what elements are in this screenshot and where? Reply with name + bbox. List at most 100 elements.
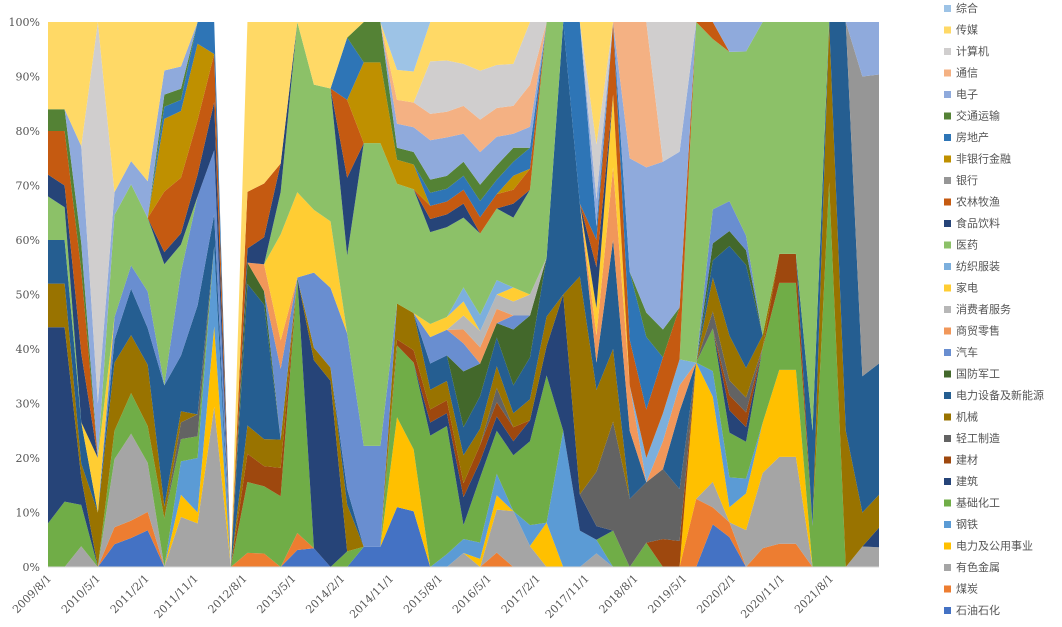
area-layers — [48, 22, 879, 568]
legend-label: 机械 — [956, 410, 978, 424]
legend-label: 交通运输 — [956, 109, 1000, 123]
legend-swatch — [944, 69, 951, 77]
area-series-13 — [48, 22, 879, 567]
legend-label: 计算机 — [956, 44, 989, 58]
area-series-7 — [48, 182, 879, 568]
legend: 综合传媒计算机通信电子交通运输房地产非银行金融银行农林牧渔食品饮料医药纺织服装家… — [944, 1, 1044, 617]
legend-swatch — [944, 112, 951, 120]
legend-swatch — [944, 413, 951, 421]
y-tick-label: 70% — [16, 180, 40, 193]
x-tick-label: 2021/8/1 — [792, 572, 836, 616]
legend-label: 国防军工 — [956, 367, 1000, 381]
legend-swatch — [944, 370, 951, 378]
x-tick-label: 2017/2/1 — [499, 572, 543, 616]
legend-label: 房地产 — [956, 130, 989, 144]
legend-swatch — [944, 241, 951, 249]
x-tick-label: 2011/11/1 — [152, 572, 201, 621]
x-tick-label: 2020/2/1 — [694, 572, 738, 616]
x-tick-label: 2020/11/1 — [738, 572, 787, 621]
x-tick-label: 2014/2/1 — [303, 572, 347, 616]
legend-label: 农林牧渔 — [956, 195, 1000, 209]
x-axis: 2009/8/1 2010/5/1 2011/2/1 2011/11/1 2012/8/… — [10, 566, 879, 621]
area-series-9 — [48, 22, 879, 567]
legend-label: 电力及公用事业 — [956, 540, 1033, 553]
area-series-27 — [48, 22, 879, 567]
legend-swatch — [944, 456, 951, 464]
legend-label: 家电 — [956, 281, 978, 295]
legend-swatch — [944, 478, 951, 485]
x-tick-label: 2015/8/1 — [401, 572, 445, 616]
x-tick-label: 2017/11/1 — [543, 572, 592, 621]
legend-swatch — [944, 220, 951, 227]
legend-swatch — [944, 607, 951, 614]
legend-swatch — [944, 91, 951, 98]
legend-label: 基础化工 — [956, 496, 1000, 510]
x-tick-label: 2009/8/1 — [10, 572, 54, 616]
legend-label: 汽车 — [956, 345, 978, 359]
legend-label: 建筑 — [956, 474, 978, 488]
legend-swatch — [944, 134, 951, 141]
area-series-17 — [48, 22, 879, 567]
area-series-2 — [48, 406, 879, 567]
legend-swatch — [944, 499, 951, 507]
legend-label: 轻工制造 — [956, 431, 1000, 445]
legend-label: 传媒 — [956, 24, 978, 37]
y-tick-label: 20% — [16, 452, 40, 465]
legend-swatch — [944, 392, 951, 399]
legend-label: 电子 — [956, 88, 978, 101]
legend-label: 商贸零售 — [956, 324, 1000, 338]
legend-swatch — [944, 521, 951, 528]
legend-label: 石油石化 — [956, 603, 1000, 617]
y-tick-label: 10% — [16, 507, 40, 520]
area-series-3 — [48, 326, 879, 567]
legend-label: 建材 — [956, 453, 978, 467]
legend-label: 医药 — [956, 239, 978, 252]
y-tick-label: 30% — [16, 398, 40, 411]
legend-swatch — [944, 5, 951, 12]
legend-swatch — [944, 284, 951, 292]
y-axis: 0% 10% 20% 30% 40% 50% 60% 70% 80% 90% 100% — [9, 16, 40, 574]
y-tick-label: 0% — [23, 561, 40, 574]
x-tick-label: 2018/8/1 — [597, 572, 641, 616]
x-tick-label: 2013/5/1 — [254, 572, 298, 616]
area-series-25 — [48, 22, 879, 567]
area-series-0 — [48, 507, 879, 567]
legend-swatch — [944, 26, 951, 34]
y-tick-label: 80% — [16, 125, 40, 138]
legend-label: 通信 — [956, 67, 978, 80]
legend-swatch — [944, 48, 951, 55]
area-series-16 — [48, 22, 879, 567]
area-series-24 — [48, 22, 879, 567]
legend-label: 综合 — [956, 1, 978, 15]
y-tick-label: 50% — [16, 289, 40, 302]
legend-label: 银行 — [956, 173, 978, 187]
y-tick-label: 90% — [16, 71, 40, 84]
area-series-1 — [48, 498, 879, 567]
legend-swatch — [944, 564, 951, 571]
legend-label: 有色金属 — [956, 560, 1000, 574]
y-tick-label: 100% — [9, 16, 40, 29]
legend-swatch — [944, 327, 951, 335]
legend-label: 纺织服装 — [956, 259, 1000, 273]
y-tick-label: 40% — [16, 343, 40, 356]
legend-label: 电力设备及新能源 — [956, 388, 1044, 402]
legend-swatch — [944, 435, 951, 442]
x-tick-label: 2010/5/1 — [59, 572, 103, 616]
y-tick-label: 60% — [16, 234, 40, 247]
legend-swatch — [944, 349, 951, 356]
legend-label: 消费者服务 — [956, 302, 1011, 316]
legend-swatch — [944, 542, 951, 550]
x-tick-label: 2012/8/1 — [206, 572, 250, 616]
legend-swatch — [944, 177, 951, 184]
legend-label: 非银行金融 — [956, 152, 1011, 166]
x-tick-label: 2016/5/1 — [450, 572, 494, 616]
x-tick-label: 2011/2/1 — [108, 572, 152, 616]
legend-label: 钢铁 — [956, 518, 978, 531]
legend-swatch — [944, 155, 951, 163]
legend-swatch — [944, 263, 951, 270]
x-tick-label: 2019/5/1 — [645, 572, 689, 616]
legend-swatch — [944, 585, 951, 593]
legend-swatch — [944, 306, 951, 313]
legend-swatch — [944, 198, 951, 206]
